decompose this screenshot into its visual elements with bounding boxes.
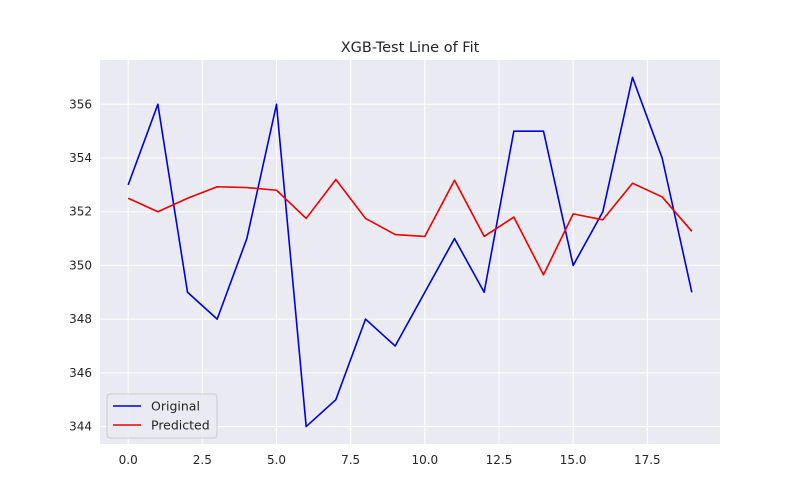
series-line-predicted [127,178,693,276]
y-tick-label: 350 [69,258,92,272]
legend-label-original: Original [151,399,200,414]
series-line-original [127,76,693,428]
y-axis-ticks: 344 346 348 350 352 354 356 [69,97,92,433]
legend-label-predicted: Predicted [151,418,210,433]
y-tick-label: 348 [69,312,92,326]
x-tick-label: 0.0 [119,453,138,467]
legend-box [106,393,218,439]
series-lines [127,76,693,428]
y-tick-label: 356 [69,97,92,111]
x-tick-label: 17.5 [634,453,661,467]
x-axis-ticks: 0.0 2.5 5.0 7.5 10.0 12.5 15.0 17.5 [119,453,661,467]
chart-title: XGB-Test Line of Fit [341,40,480,56]
x-tick-label: 12.5 [486,453,513,467]
y-tick-label: 352 [69,205,92,219]
x-tick-label: 2.5 [193,453,212,467]
y-tick-label: 354 [69,151,92,165]
x-tick-label: 5.0 [267,453,286,467]
y-tick-label: 346 [69,366,92,380]
x-tick-label: 10.0 [411,453,438,467]
y-tick-label: 344 [69,420,92,434]
x-tick-label: 15.0 [560,453,587,467]
y-gridlines [100,103,720,428]
legend: Original Predicted [106,393,218,439]
x-gridlines [127,60,648,444]
plot-area [100,60,720,444]
x-tick-label: 7.5 [341,453,360,467]
